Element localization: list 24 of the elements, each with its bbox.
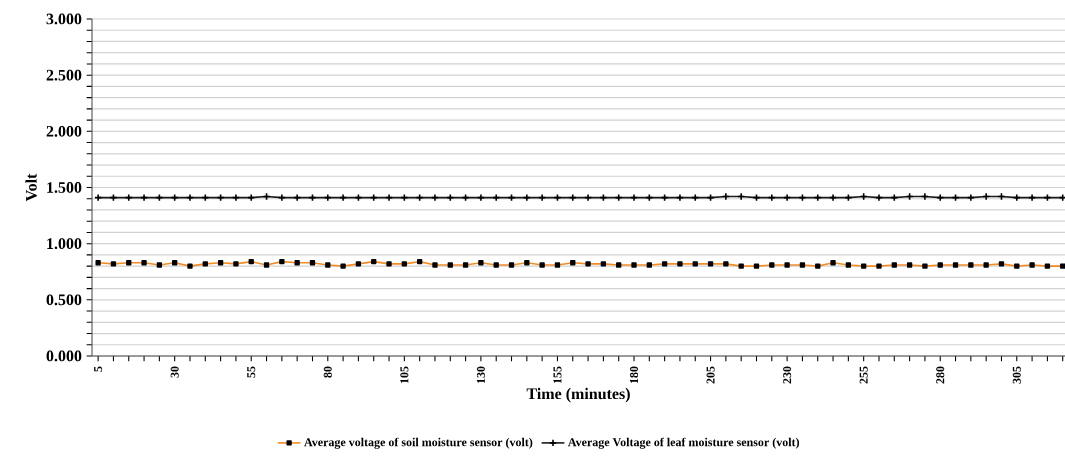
x-tick-label: 155 — [553, 366, 562, 384]
legend-label: Average Voltage of leaf moisture sensor (volt) — [567, 437, 800, 449]
x-tick-label: 280 — [936, 366, 945, 384]
x-tick-label: 80 — [323, 366, 332, 378]
x-tick-label: 255 — [859, 366, 868, 384]
x-axis-title: Time (minutes) — [526, 387, 630, 403]
y-tick-label: 0.500 — [46, 294, 82, 306]
x-tick-label: 5 — [94, 366, 103, 372]
y-tick-label: 2.500 — [46, 69, 82, 81]
x-tick-label: 205 — [706, 366, 715, 384]
legend-label: Average voltage of soil moisture sensor (volt) — [304, 437, 533, 449]
y-tick-label: 1.500 — [47, 182, 82, 193]
y-tick-label: 0.000 — [46, 350, 82, 362]
x-tick-label: 105 — [400, 366, 409, 384]
y-axis-title: Volt — [25, 173, 37, 202]
x-tick-label: 30 — [170, 366, 179, 378]
x-tick-label: 305 — [1012, 366, 1021, 384]
y-tick-label: 2.000 — [46, 125, 82, 137]
x-tick-label: 180 — [629, 366, 639, 384]
x-tick-label: 230 — [783, 366, 792, 384]
x-tick-label: 130 — [476, 366, 485, 384]
x-tick-label: 55 — [247, 366, 256, 378]
y-tick-label: 3.000 — [46, 13, 82, 25]
y-tick-label: 1.000 — [47, 238, 82, 250]
